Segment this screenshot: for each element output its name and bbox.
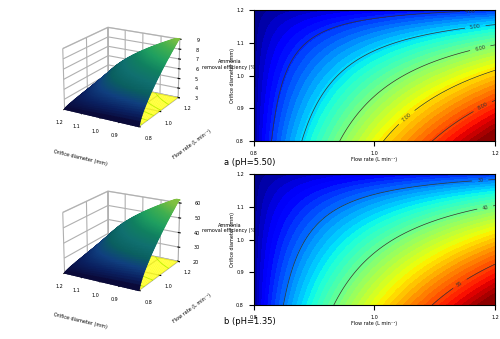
Text: 6.00: 6.00 — [474, 44, 486, 52]
X-axis label: Flow rate (L min⁻¹): Flow rate (L min⁻¹) — [351, 157, 398, 162]
Text: 8.00: 8.00 — [476, 102, 488, 111]
Text: 40: 40 — [482, 204, 488, 211]
Text: 55: 55 — [456, 280, 464, 287]
Text: 4.00: 4.00 — [465, 8, 476, 14]
Text: a (pH=5.50): a (pH=5.50) — [224, 158, 276, 167]
X-axis label: Orifice diameter (mm): Orifice diameter (mm) — [54, 313, 108, 330]
Y-axis label: Orifice diameter (mm): Orifice diameter (mm) — [230, 212, 234, 267]
Text: 7.00: 7.00 — [401, 112, 412, 123]
Text: 30: 30 — [477, 178, 484, 183]
Y-axis label: Flow rate (L min⁻¹): Flow rate (L min⁻¹) — [172, 292, 212, 324]
Y-axis label: Flow rate (L min⁻¹): Flow rate (L min⁻¹) — [172, 128, 212, 160]
Text: b (pH=1.35): b (pH=1.35) — [224, 317, 276, 326]
Text: 5.00: 5.00 — [470, 24, 481, 30]
X-axis label: Orifice diameter (mm): Orifice diameter (mm) — [54, 148, 108, 166]
Y-axis label: Orifice diameter (mm): Orifice diameter (mm) — [230, 48, 234, 103]
X-axis label: Flow rate (L min⁻¹): Flow rate (L min⁻¹) — [351, 321, 398, 326]
